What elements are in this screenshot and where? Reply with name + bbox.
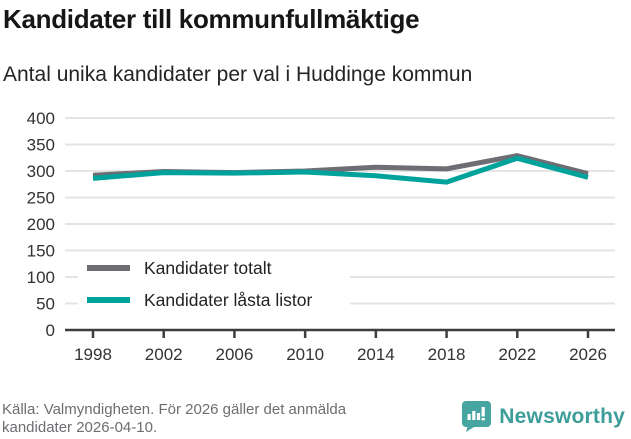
y-axis-tick-label: 300 (27, 162, 55, 181)
page-title: Kandidater till kommunfullmäktige (3, 4, 420, 34)
x-axis-tick-label: 2010 (286, 345, 324, 364)
legend-label: Kandidater låsta listor (144, 290, 312, 310)
y-axis-tick-label: 350 (27, 136, 55, 155)
line-chart: 0 50 100 150 200 250 300 350 400 1998 2002 2006 2010… (27, 109, 615, 364)
chart-subtitle: Antal unika kandidater per val i Hudding… (3, 63, 473, 86)
y-axis-tick-label: 150 (27, 242, 55, 261)
source-line-1: Källa: Valmyndigheten. För 2026 gäller d… (2, 401, 347, 418)
legend-label: Kandidater totalt (144, 258, 272, 278)
y-axis-tick-label: 100 (27, 268, 55, 287)
newsworthy-logo-icon (462, 401, 492, 432)
legend-background (78, 253, 350, 315)
source-note: Källa: Valmyndigheten. För 2026 gäller d… (2, 401, 346, 437)
x-axis-tick-label: 2014 (357, 345, 395, 364)
y-axis-tick-label: 400 (27, 109, 55, 128)
x-axis-tick-label: 2006 (216, 345, 254, 364)
chart-footer: Källa: Valmyndigheten. För 2026 gäller d… (2, 400, 625, 437)
y-axis-tick-label: 50 (36, 295, 55, 314)
x-axis-tick-label: 1998 (74, 345, 112, 364)
y-axis-tick-label: 200 (27, 215, 55, 234)
brand-name: Newsworthy (499, 404, 625, 428)
x-axis-tick-label: 2018 (428, 345, 466, 364)
y-axis-tick-label: 0 (46, 321, 55, 340)
x-axis-tick-label: 2022 (498, 345, 536, 364)
source-line-2: kandidater 2026-04-10. (2, 419, 158, 436)
brand-lockup: Newsworthy (461, 400, 625, 437)
y-axis-tick-label: 250 (27, 189, 55, 208)
x-axis-tick-label: 2002 (145, 345, 183, 364)
x-axis-tick-label: 2026 (569, 345, 607, 364)
series-line-kandidater-l-sta-listor (92, 155, 589, 185)
